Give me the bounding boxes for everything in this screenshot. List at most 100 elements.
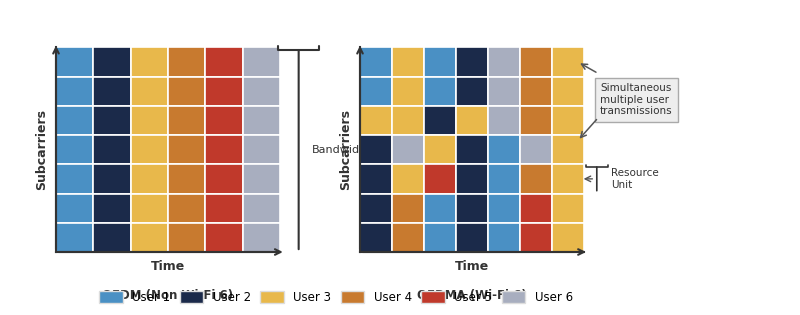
Bar xyxy=(520,135,552,164)
Bar xyxy=(56,223,94,252)
Bar xyxy=(206,47,242,77)
Bar xyxy=(456,135,488,164)
Bar xyxy=(456,77,488,106)
Bar xyxy=(206,223,242,252)
Bar xyxy=(360,135,392,164)
Bar xyxy=(56,47,94,77)
Bar xyxy=(456,164,488,193)
Bar xyxy=(424,106,456,135)
Bar xyxy=(168,193,206,223)
Bar xyxy=(130,164,168,193)
Bar xyxy=(360,164,392,193)
Bar xyxy=(360,47,392,77)
Bar xyxy=(392,135,424,164)
X-axis label: Time: Time xyxy=(151,260,185,273)
X-axis label: Time: Time xyxy=(455,260,489,273)
Bar xyxy=(392,47,424,77)
Bar xyxy=(424,164,456,193)
Bar xyxy=(392,193,424,223)
Bar xyxy=(168,223,206,252)
Bar xyxy=(94,164,130,193)
Bar xyxy=(552,47,584,77)
Bar xyxy=(94,193,130,223)
Bar xyxy=(424,223,456,252)
Bar xyxy=(424,77,456,106)
Bar xyxy=(520,77,552,106)
Text: Resource
Unit: Resource Unit xyxy=(611,168,659,190)
Bar xyxy=(168,47,206,77)
Bar xyxy=(242,135,280,164)
Text: OFDMA (Wi-Fi 6): OFDMA (Wi-Fi 6) xyxy=(417,289,527,302)
Bar xyxy=(56,106,94,135)
Bar xyxy=(242,106,280,135)
Legend: User 1, User 2, User 3, User 4, User 5, User 6: User 1, User 2, User 3, User 4, User 5, … xyxy=(94,287,578,309)
Bar xyxy=(94,135,130,164)
Bar xyxy=(552,193,584,223)
Bar xyxy=(56,164,94,193)
Bar xyxy=(488,223,520,252)
Bar xyxy=(488,47,520,77)
Bar xyxy=(130,47,168,77)
Bar xyxy=(552,135,584,164)
Bar xyxy=(206,135,242,164)
Bar xyxy=(130,106,168,135)
Bar xyxy=(168,77,206,106)
Bar xyxy=(168,106,206,135)
Bar xyxy=(520,223,552,252)
Bar xyxy=(520,106,552,135)
Bar xyxy=(242,47,280,77)
Bar xyxy=(488,106,520,135)
Bar xyxy=(360,223,392,252)
Bar xyxy=(130,77,168,106)
Bar xyxy=(424,47,456,77)
Bar xyxy=(94,223,130,252)
Bar xyxy=(94,77,130,106)
Bar xyxy=(168,135,206,164)
Bar xyxy=(520,47,552,77)
Bar xyxy=(488,193,520,223)
Y-axis label: Subcarriers: Subcarriers xyxy=(34,109,48,190)
Bar xyxy=(242,164,280,193)
Bar xyxy=(130,193,168,223)
Bar xyxy=(552,106,584,135)
Bar xyxy=(456,223,488,252)
Bar xyxy=(552,164,584,193)
Bar xyxy=(168,164,206,193)
Bar xyxy=(552,77,584,106)
Bar xyxy=(392,223,424,252)
Bar xyxy=(424,135,456,164)
Bar xyxy=(456,193,488,223)
Bar xyxy=(520,164,552,193)
Bar xyxy=(392,164,424,193)
Bar xyxy=(360,106,392,135)
Text: Simultaneous
multiple user
transmissions: Simultaneous multiple user transmissions xyxy=(600,83,673,117)
Bar xyxy=(94,106,130,135)
Bar xyxy=(242,193,280,223)
Bar xyxy=(360,193,392,223)
Bar xyxy=(456,47,488,77)
Bar xyxy=(488,164,520,193)
Y-axis label: Subcarriers: Subcarriers xyxy=(338,109,352,190)
Bar xyxy=(360,77,392,106)
Bar xyxy=(488,77,520,106)
Bar xyxy=(392,77,424,106)
Bar xyxy=(56,193,94,223)
Bar xyxy=(552,223,584,252)
Bar xyxy=(130,223,168,252)
Bar xyxy=(456,106,488,135)
Bar xyxy=(130,135,168,164)
Text: OFDM (Non Wi-Fi 6): OFDM (Non Wi-Fi 6) xyxy=(102,289,234,302)
Bar xyxy=(56,135,94,164)
Text: Bandwidth: Bandwidth xyxy=(312,145,371,155)
Bar xyxy=(392,106,424,135)
Bar xyxy=(520,193,552,223)
Bar xyxy=(206,193,242,223)
Bar xyxy=(56,77,94,106)
Bar xyxy=(94,47,130,77)
Bar xyxy=(206,106,242,135)
Bar xyxy=(206,77,242,106)
Bar xyxy=(424,193,456,223)
Bar xyxy=(488,135,520,164)
Bar xyxy=(242,77,280,106)
Bar xyxy=(242,223,280,252)
